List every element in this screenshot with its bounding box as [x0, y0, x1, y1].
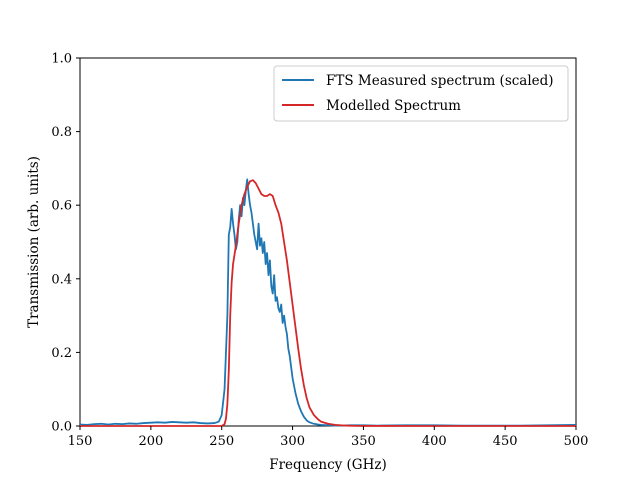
x-tick-label: 250 — [209, 434, 234, 449]
legend-label-modelled: Modelled Spectrum — [326, 98, 461, 114]
y-axis-label: Transmission (arb. units) — [26, 156, 42, 328]
x-axis-ticks: 150 200 250 300 350 400 450 500 — [68, 426, 589, 449]
x-tick-label: 500 — [564, 434, 589, 449]
series-line-modelled — [80, 179, 576, 427]
legend-box — [273, 65, 569, 122]
x-axis-label: Frequency (GHz) — [269, 457, 387, 473]
x-tick-label: 450 — [493, 434, 518, 449]
y-tick-label: 0.2 — [51, 346, 72, 361]
x-tick-label: 350 — [351, 434, 376, 449]
plot-area: 150 200 250 300 350 400 450 500 0.0 0.2 0.4 0.6 0.8… — [51, 52, 588, 450]
y-tick-label: 1.0 — [51, 52, 72, 67]
y-axis-ticks: 0.0 0.2 0.4 0.6 0.8 1.0 — [51, 52, 80, 435]
legend: FTS Measured spectrum (scaled) Modelled … — [273, 65, 569, 122]
x-tick-label: 400 — [422, 434, 447, 449]
x-tick-label: 300 — [280, 434, 305, 449]
y-tick-label: 0.8 — [51, 125, 72, 140]
series-line-measured — [79, 178, 577, 427]
y-tick-label: 0.0 — [51, 420, 72, 435]
series-layer — [79, 178, 577, 427]
x-tick-label: 200 — [138, 434, 163, 449]
legend-label-measured: FTS Measured spectrum (scaled) — [326, 73, 554, 89]
x-tick-label: 150 — [68, 434, 93, 449]
y-tick-label: 0.4 — [51, 272, 72, 287]
y-tick-label: 0.6 — [51, 199, 72, 214]
